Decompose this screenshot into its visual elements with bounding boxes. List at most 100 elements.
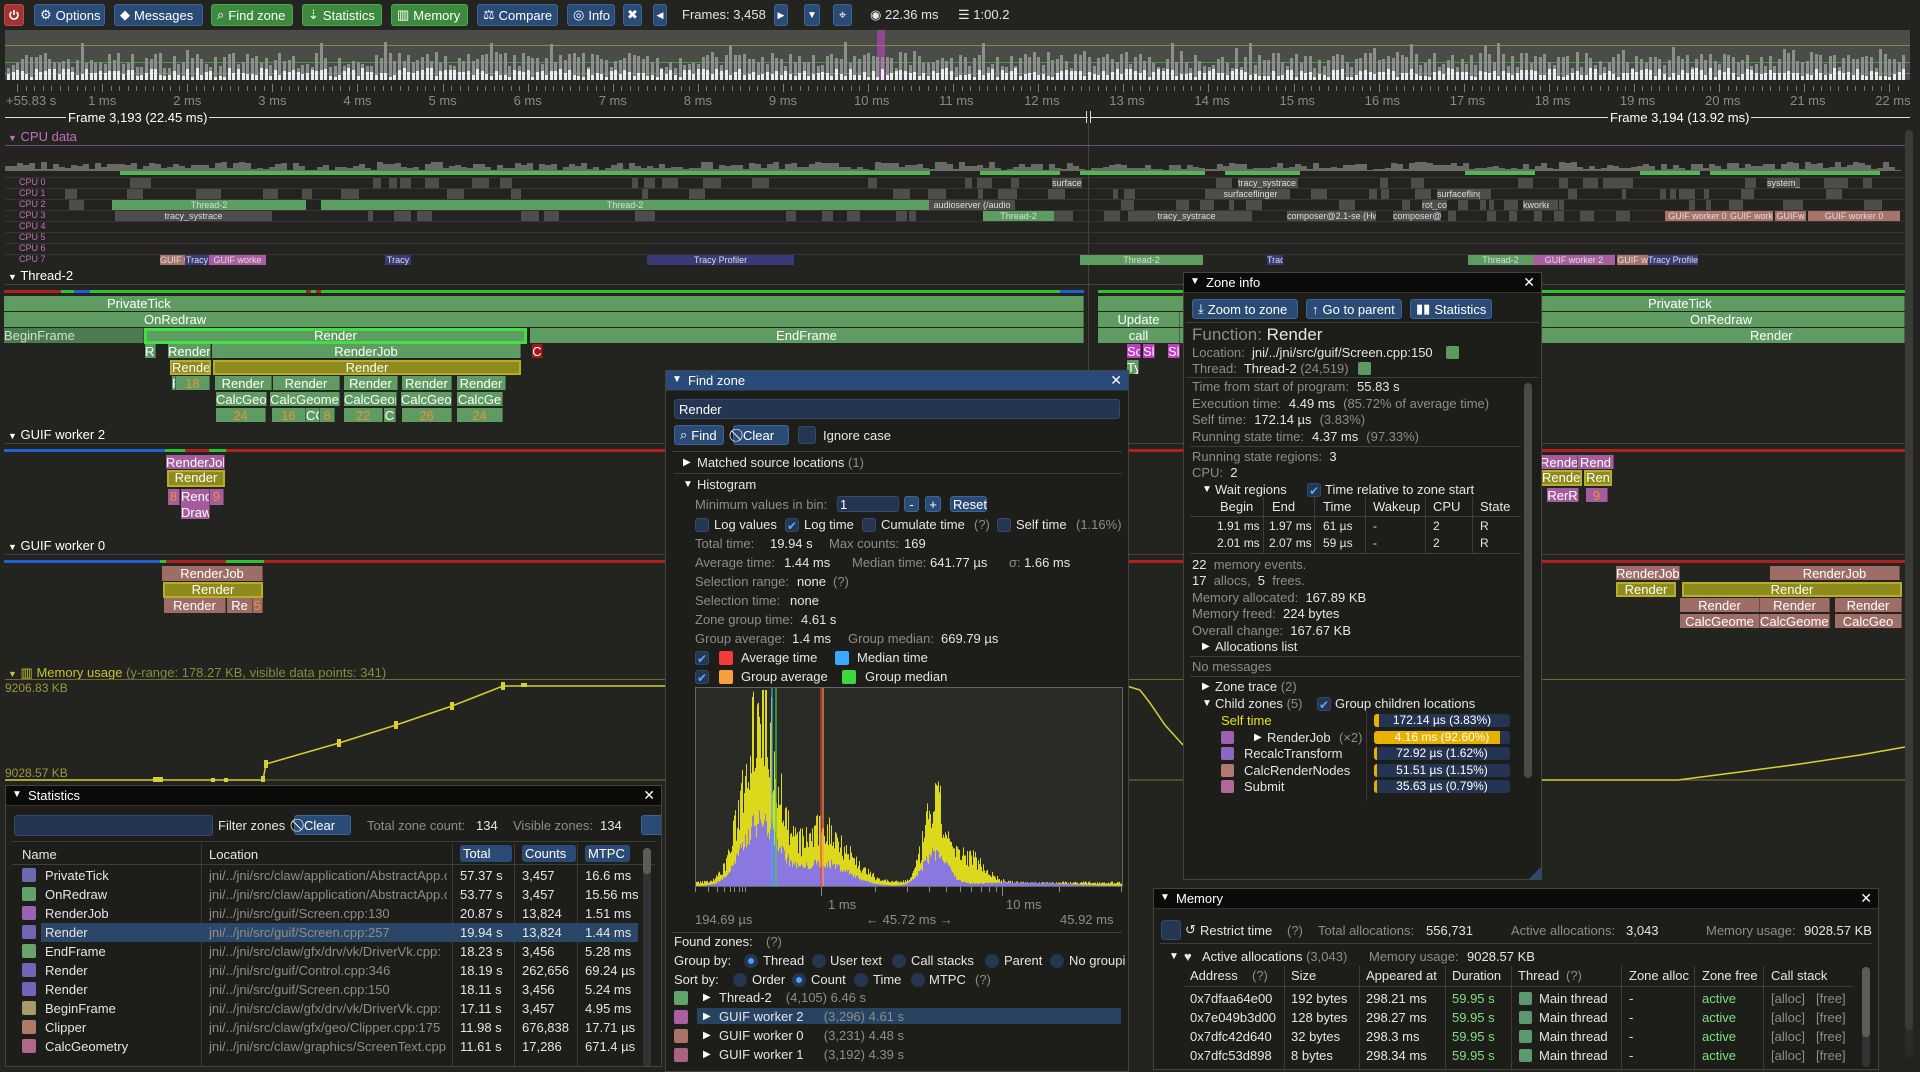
table-row[interactable]: Render jni/../jni/src/guif/Screen.cpp:257… [6,923,638,942]
cpu-thread-slice[interactable] [1824,178,1834,188]
frame-bar[interactable] [1451,54,1455,80]
cpu-thread-slice[interactable] [196,189,209,199]
cpu-thread-slice[interactable] [510,189,522,199]
frame-bar[interactable] [554,61,558,80]
frame-bar[interactable] [715,56,719,80]
frame-bar[interactable] [1488,54,1492,80]
frame-bar[interactable] [1078,54,1082,80]
cpu-thread-slice[interactable]: tracy_systrace [115,211,272,221]
zone-block[interactable]: Render [273,376,340,390]
frame-bar[interactable] [1262,59,1266,80]
frame-bar[interactable] [1538,56,1542,80]
cpu-thread-slice[interactable] [1518,178,1534,188]
found-group-name[interactable]: Thread-2 [719,990,772,1005]
zone-location[interactable]: jni/../jni/src/claw/application/Abstract… [209,887,447,902]
cpu-thread-slice[interactable] [867,178,878,188]
zone-block[interactable]: 22 [344,408,383,422]
cpu-thread-slice[interactable] [964,178,973,188]
cpu-thread-slice[interactable] [1618,178,1633,188]
cpu-thread-slice[interactable] [785,211,796,221]
guif-worker-0-header[interactable]: ▼ GUIF worker 0 [8,538,105,553]
frame-bar[interactable] [1782,48,1786,80]
frame-bar[interactable] [1318,59,1321,80]
cpu-thread-slice[interactable] [846,211,861,221]
frame-bar[interactable] [457,57,461,80]
ignore-case-checkbox[interactable] [798,426,816,444]
found-group-name[interactable]: GUIF worker 1 [719,1047,804,1062]
cpu-thread-slice[interactable] [1541,200,1558,210]
frame-bar[interactable] [1612,56,1616,80]
frame-bar[interactable] [1147,56,1151,80]
frame-bar[interactable] [761,56,765,80]
cpu-thread-slice[interactable] [68,200,85,210]
frame-bar[interactable] [80,43,84,80]
frame-bar[interactable] [1258,54,1262,80]
frame-bar[interactable] [1741,60,1745,80]
frame-bar[interactable] [1203,65,1206,80]
frame-bar[interactable] [292,55,296,80]
frame-bar[interactable] [536,58,539,80]
cpu-thread-slice[interactable] [998,189,1007,199]
allocation-column-header[interactable]: Zone alloc [1629,968,1689,983]
zone-block[interactable]: OnRedraw [4,312,1084,327]
messages-button[interactable]: ◆ Messages [114,4,203,26]
frame-bar[interactable] [1525,53,1528,80]
frame-bar[interactable] [1893,59,1896,80]
frame-bar[interactable] [1414,54,1418,80]
zone-block[interactable]: Render [215,376,272,390]
zone-block[interactable]: 26 [402,408,452,422]
zone-name[interactable]: BeginFrame [45,1001,116,1016]
histogram-toggle[interactable]: Histogram [697,477,757,492]
filter-zones-input[interactable] [14,815,213,836]
cpu-thread-slice[interactable] [822,211,834,221]
cpu-thread-slice[interactable]: Trac [1267,255,1283,265]
tools-button[interactable]: ✖ [623,4,642,26]
timeline-scrollbar-thumb[interactable] [1905,130,1913,1030]
zone-block[interactable]: CalcGeome [270,392,340,406]
frame-bar[interactable] [269,64,273,80]
cpu-thread-slice[interactable] [393,211,411,221]
cpu-thread-slice[interactable] [1508,211,1517,221]
cpu-thread-slice[interactable] [895,211,908,221]
table-row[interactable]: PrivateTick jni/../jni/src/claw/applicati… [6,866,638,885]
cpu-thread-slice[interactable] [1475,189,1492,199]
allocation-zone-free[interactable]: active [1702,1029,1736,1044]
frame-bar[interactable] [1433,53,1436,80]
zone-info-title-bar[interactable]: ▼ Zone info ✕ [1184,273,1541,293]
zone-name[interactable]: CalcGeometry [45,1039,129,1054]
frame-bar[interactable] [1019,58,1022,80]
zone-block[interactable]: Rend [181,489,210,505]
frame-bar[interactable] [1479,53,1482,80]
child-zone-name[interactable]: RecalcTransform [1244,746,1343,761]
cpu-thread-slice[interactable] [1679,189,1695,199]
cpu-data-track[interactable]: surfaceftracy_systracesystem_ssurfacefli… [0,150,1905,265]
column-header-mtpc[interactable]: MTPC [585,845,630,862]
frame-bar[interactable] [812,54,815,80]
allocation-column-header[interactable]: Address [1190,968,1238,983]
frame-bar[interactable] [1543,53,1547,80]
statistics-title-bar[interactable]: ▼ Statistics ✕ [6,786,661,806]
frame-bar[interactable] [973,58,976,80]
frame-bar[interactable] [112,59,116,80]
increment-button[interactable]: + [925,496,941,512]
frame-bar[interactable] [1295,54,1298,80]
cpu-thread-slice[interactable] [977,178,993,188]
column-separator[interactable] [1425,497,1426,553]
close-icon[interactable]: ✕ [643,787,655,803]
frame-bar[interactable] [1483,44,1487,80]
log-values-checkbox[interactable] [695,518,709,532]
zone-name[interactable]: Render [45,925,88,940]
allocation-appeared[interactable]: 298.21 ms [1366,991,1427,1006]
frame-bar[interactable] [485,53,489,80]
call-stack-alloc-link[interactable]: [alloc] [1771,1048,1805,1063]
frame-bar[interactable] [632,55,636,80]
memory-plot-header[interactable]: ▼ ▥ Memory usage (y-range: 178.27 KB, vi… [8,665,386,681]
cpu-thread-slice[interactable] [1199,200,1215,210]
options-button[interactable]: ⚙ Options [34,4,105,26]
frame-bar[interactable] [1686,54,1689,80]
frame-bar[interactable] [931,62,935,80]
frame-bar[interactable] [1134,56,1137,80]
memory-title-bar[interactable]: ▼ Memory ✕ [1154,889,1878,909]
cpu-thread-slice[interactable] [1689,200,1696,210]
cpu-thread-slice[interactable] [1228,200,1235,210]
